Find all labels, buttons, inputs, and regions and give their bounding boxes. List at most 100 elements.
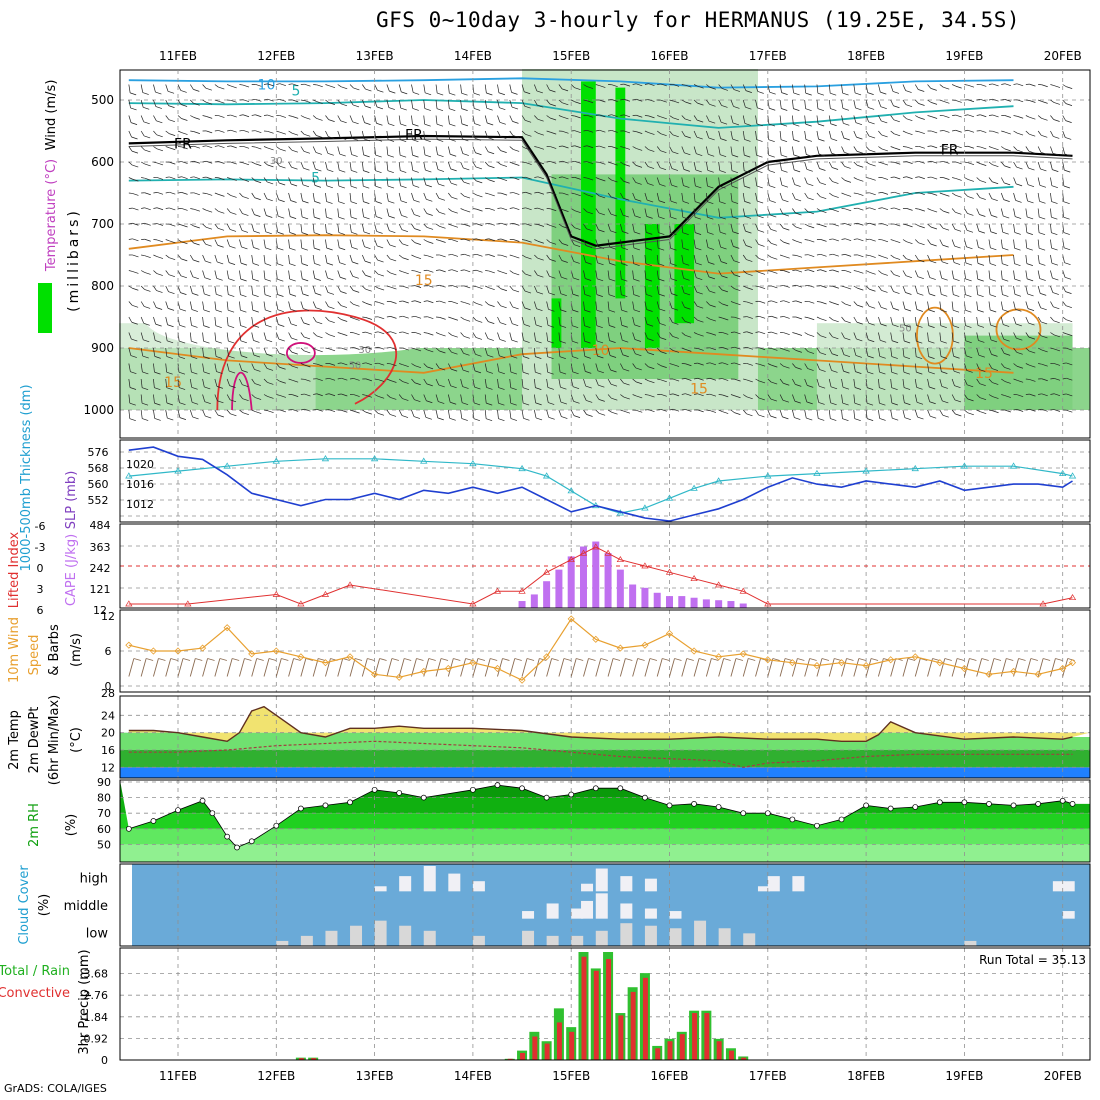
upper-wind-barb-flag xyxy=(771,381,778,385)
upper-wind-barb xyxy=(140,409,143,419)
upper-wind-barb-flag xyxy=(942,400,949,404)
upper-wind-barb-flag xyxy=(916,309,923,312)
upper-wind-barb xyxy=(656,192,660,201)
upper-wind-barb xyxy=(411,177,414,186)
upper-wind-barb xyxy=(1037,347,1042,351)
upper-wind-barb-flag xyxy=(365,288,372,292)
upper-wind-barb-flag xyxy=(560,401,567,405)
upper-wind-barb xyxy=(239,394,243,399)
upper-wind-barb-flag xyxy=(622,354,629,358)
upper-wind-barb-flag xyxy=(180,90,187,93)
upper-wind-barb xyxy=(349,223,352,233)
upper-wind-barb xyxy=(472,316,477,321)
upper-wind-barb-flag xyxy=(522,387,530,391)
upper-wind-barb xyxy=(521,191,526,194)
upper-wind-barb-flag xyxy=(228,370,236,374)
upper-wind-barb xyxy=(448,208,452,212)
upper-wind-barb xyxy=(632,130,637,132)
upper-wind-barb xyxy=(497,347,500,356)
upper-wind-barb-flag xyxy=(893,119,900,123)
upper-wind-barb xyxy=(165,254,170,258)
upper-wind-barb-flag xyxy=(414,382,421,386)
upper-wind-barb-flag xyxy=(326,216,333,220)
upper-wind-barb xyxy=(841,301,846,305)
upper-wind-barb-flag xyxy=(660,116,667,120)
upper-wind-barb xyxy=(546,161,551,163)
wind-speed-point xyxy=(1009,667,1018,675)
dry-pocket xyxy=(145,285,486,356)
upper-wind-barb xyxy=(767,300,772,302)
upper-wind-barb-flag xyxy=(869,177,876,181)
rh-2m-point xyxy=(887,805,894,812)
upper-wind-barb-flag xyxy=(734,395,741,399)
upper-wind-barb-flag xyxy=(279,99,287,102)
cloud-bar-low xyxy=(964,940,977,946)
upper-wind-barb-flag xyxy=(143,121,150,125)
upper-wind-barb xyxy=(190,130,194,132)
upper-wind-barb-flag xyxy=(867,355,874,359)
upper-wind-barb xyxy=(841,130,845,139)
upper-wind-barb-flag xyxy=(191,340,198,344)
upper-wind-barb xyxy=(558,254,563,261)
rh-legend-swatch xyxy=(38,283,52,333)
upper-wind-barb-flag xyxy=(230,212,237,215)
upper-wind-barb-flag xyxy=(672,350,680,353)
upper-wind-barb xyxy=(915,223,919,227)
upper-wind-barb-flag xyxy=(930,243,937,247)
upper-wind-barb-flag xyxy=(857,207,864,211)
upper-wind-barb-flag xyxy=(156,307,163,310)
upper-wind-barb xyxy=(460,269,465,271)
upper-wind-barb-flag xyxy=(769,91,776,95)
upper-wind-barb-flag xyxy=(894,223,901,227)
thickness-point xyxy=(174,467,182,474)
upper-wind-barb-flag xyxy=(338,185,346,189)
upper-wind-barb xyxy=(411,347,416,350)
upper-wind-barb xyxy=(288,363,293,367)
upper-wind-barb xyxy=(263,254,266,264)
upper-wind-barb xyxy=(730,409,735,413)
upper-wind-barb xyxy=(325,84,330,87)
upper-wind-barb-flag xyxy=(868,107,875,110)
upper-wind-barb-flag xyxy=(314,247,321,251)
upper-wind-barb xyxy=(730,84,735,90)
surface-wind-barb-flag xyxy=(379,658,387,661)
y-axis-label-slp: SLP (mb) xyxy=(64,471,79,530)
rh-band xyxy=(120,828,1090,845)
upper-wind-barb xyxy=(214,301,217,311)
upper-wind-barb xyxy=(251,316,254,326)
upper-wind-barb xyxy=(853,222,858,225)
upper-wind-barb xyxy=(398,223,403,230)
upper-wind-barb xyxy=(620,316,623,326)
upper-wind-barb-flag xyxy=(805,108,812,112)
upper-wind-barb-flag xyxy=(215,356,223,359)
upper-wind-barb xyxy=(1013,146,1018,151)
surface-wind-barb-flag xyxy=(490,658,498,661)
upper-wind-barb-flag xyxy=(155,323,162,327)
upper-wind-barb xyxy=(865,146,870,151)
lifted-index-point xyxy=(579,549,588,556)
upper-wind-barb-flag xyxy=(990,324,997,328)
upper-wind-barb-flag xyxy=(353,347,360,350)
rh-bright-region xyxy=(581,81,596,349)
upper-wind-barb xyxy=(349,254,353,263)
upper-wind-barb xyxy=(1000,285,1003,295)
upper-wind-barb-flag xyxy=(955,145,962,149)
upper-wind-barb xyxy=(644,223,647,233)
upper-wind-barb-flag xyxy=(660,408,667,412)
upper-wind-barb-flag xyxy=(525,147,532,151)
upper-wind-barb-flag xyxy=(265,309,272,313)
upper-wind-barb-flag xyxy=(891,356,898,359)
upper-wind-barb-flag xyxy=(881,307,888,310)
upper-wind-barb xyxy=(226,254,230,263)
upper-wind-barb-flag xyxy=(795,226,802,230)
upper-wind-barb-flag xyxy=(648,366,655,370)
upper-wind-barb-flag xyxy=(647,166,655,169)
upper-wind-barb-flag xyxy=(869,305,876,309)
upper-wind-barb xyxy=(558,208,563,210)
surface-wind-barb-flag xyxy=(674,658,682,661)
upper-wind-barb-flag xyxy=(671,293,678,296)
upper-wind-barb-flag xyxy=(328,136,335,139)
upper-wind-barb xyxy=(349,270,354,277)
upper-wind-barb-flag xyxy=(316,363,323,367)
date-label-top: 15FEB xyxy=(552,49,590,63)
